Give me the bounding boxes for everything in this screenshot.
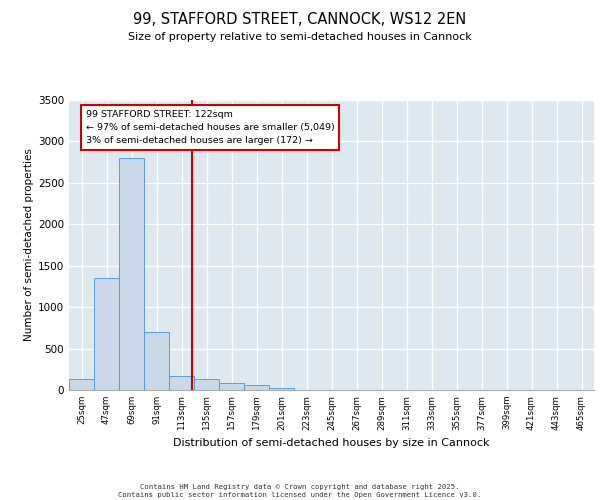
Bar <box>244 385 269 390</box>
Text: Contains HM Land Registry data © Crown copyright and database right 2025.
Contai: Contains HM Land Registry data © Crown c… <box>118 484 482 498</box>
Text: Size of property relative to semi-detached houses in Cannock: Size of property relative to semi-detach… <box>128 32 472 42</box>
Bar <box>144 332 169 390</box>
Bar <box>69 379 94 390</box>
Text: 99 STAFFORD STREET: 122sqm
← 97% of semi-detached houses are smaller (5,049)
3% : 99 STAFFORD STREET: 122sqm ← 97% of semi… <box>86 110 335 146</box>
Bar <box>169 376 194 390</box>
Text: 99, STAFFORD STREET, CANNOCK, WS12 2EN: 99, STAFFORD STREET, CANNOCK, WS12 2EN <box>133 12 467 28</box>
Bar <box>269 388 294 390</box>
Bar <box>219 382 244 390</box>
Y-axis label: Number of semi-detached properties: Number of semi-detached properties <box>24 148 34 342</box>
Bar <box>194 379 219 390</box>
X-axis label: Distribution of semi-detached houses by size in Cannock: Distribution of semi-detached houses by … <box>173 438 490 448</box>
Bar <box>119 158 144 390</box>
Bar <box>94 278 119 390</box>
